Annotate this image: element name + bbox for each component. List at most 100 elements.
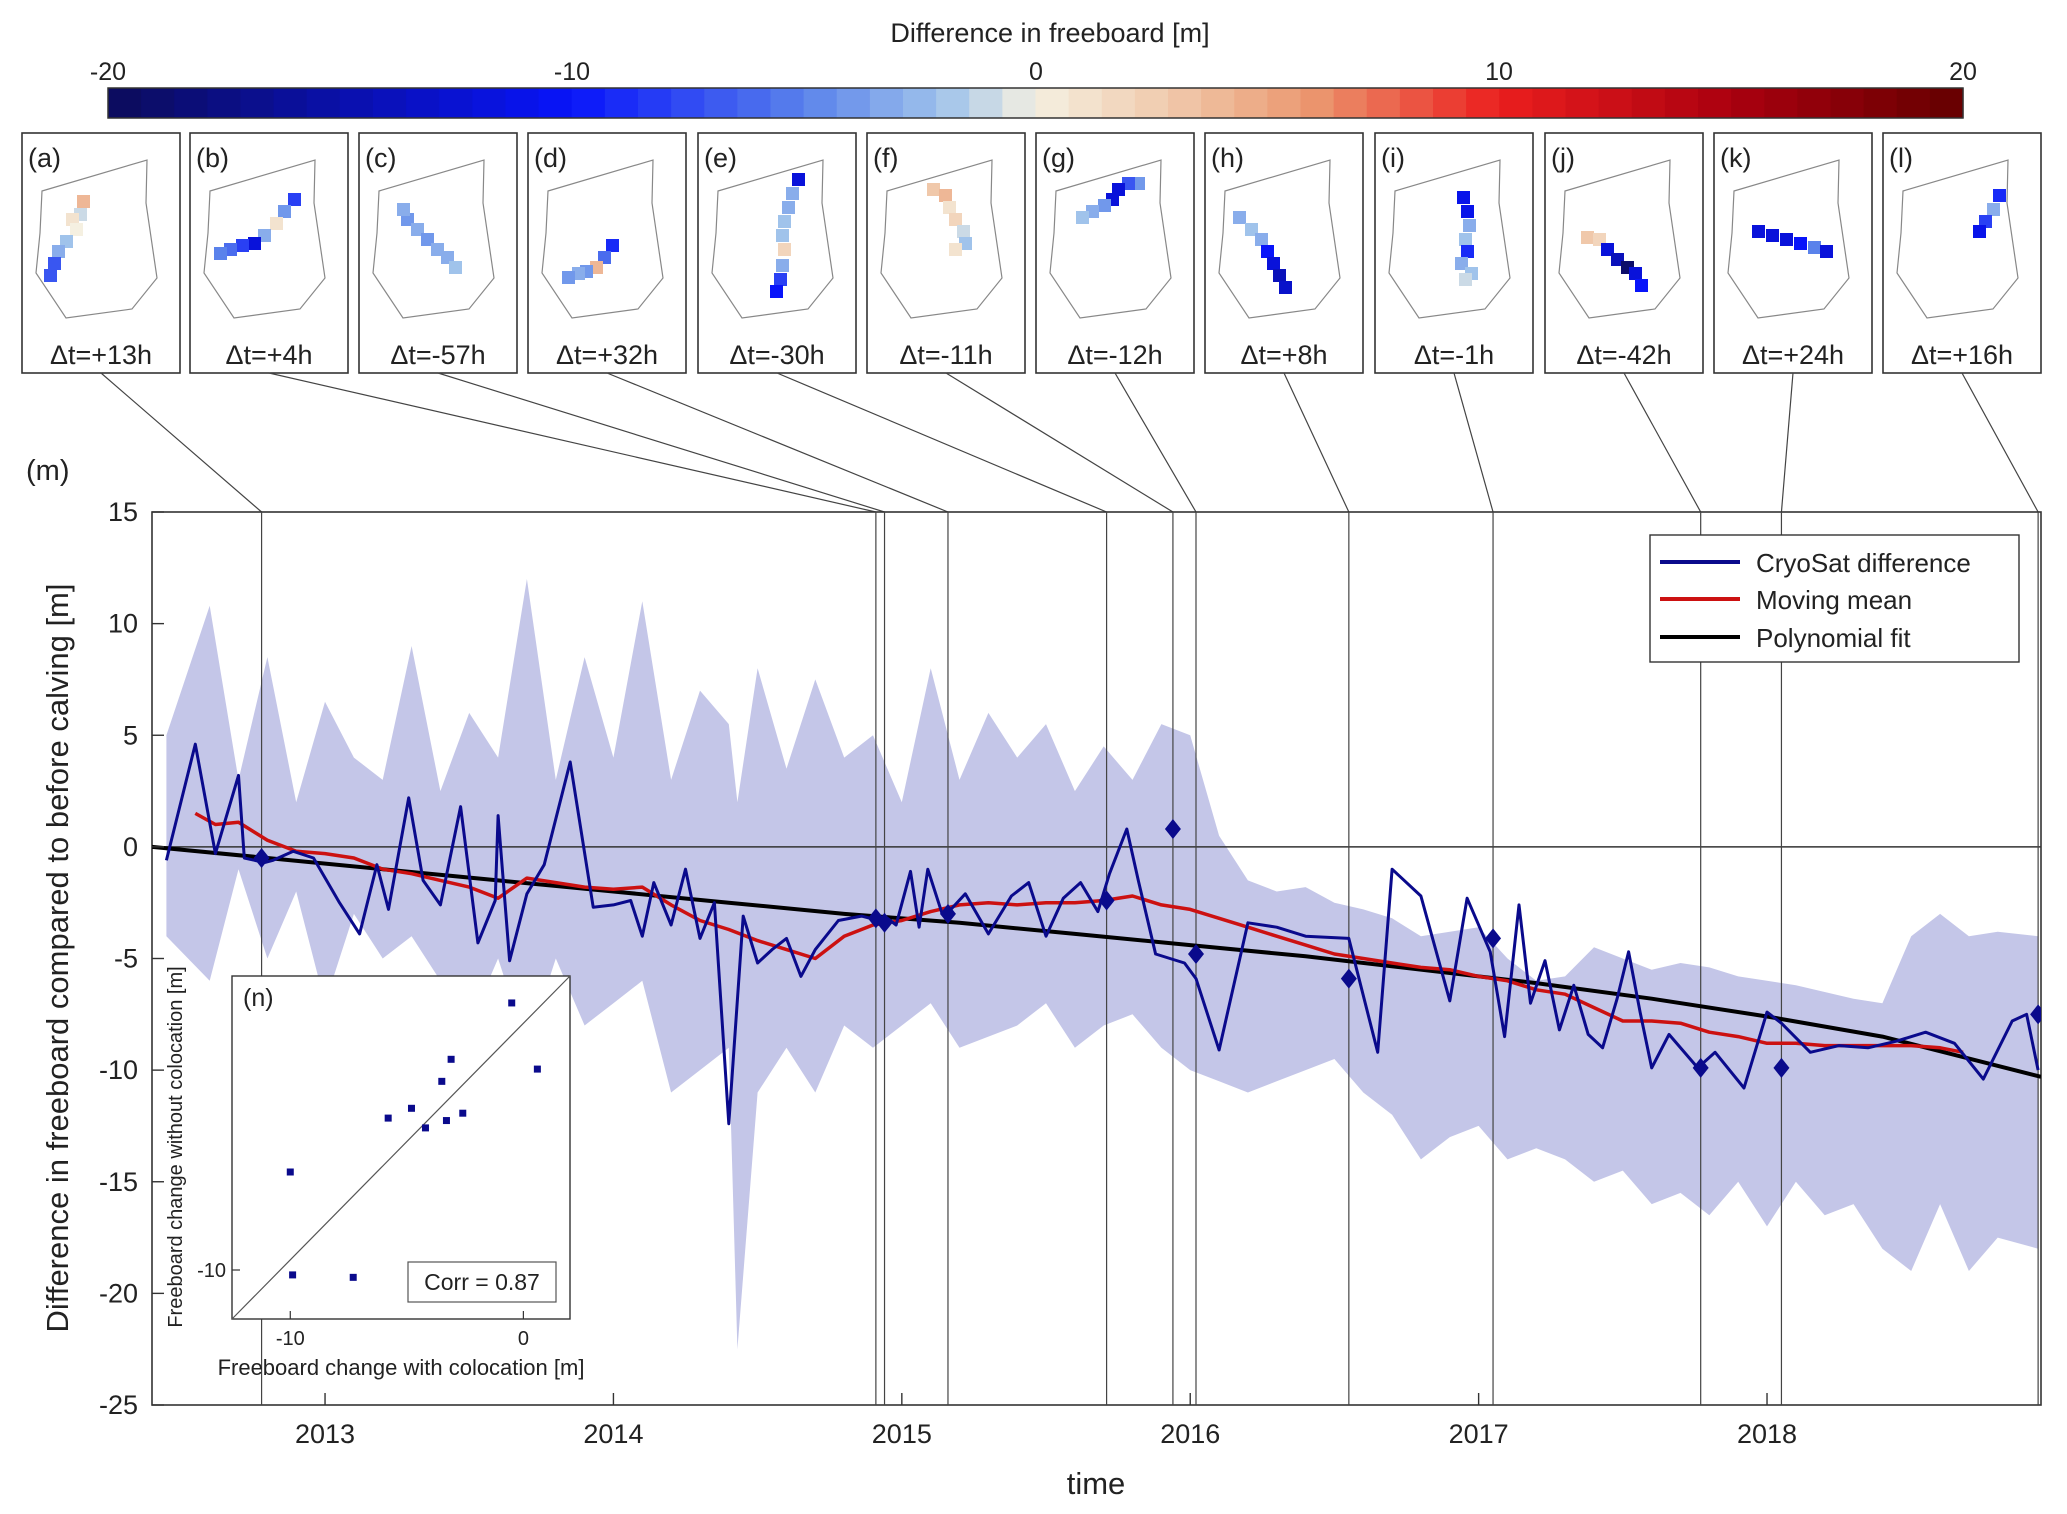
freeboard-pixel: [1455, 257, 1468, 270]
colorbar-cell: [1863, 88, 1898, 118]
x-axis-label: time: [1067, 1466, 1126, 1501]
freeboard-pixel: [431, 243, 444, 256]
colorbar-cell: [671, 88, 705, 118]
colorbar-cell: [638, 88, 672, 118]
colorbar-cell: [1366, 88, 1401, 118]
colorbar-cell: [869, 88, 904, 118]
inset-ticks: -10 0 -10: [197, 1260, 529, 1350]
colorbar-cell: [240, 88, 275, 118]
colorbar-cell: [306, 88, 341, 118]
freeboard-pixel: [792, 173, 805, 186]
freeboard-pixel: [1461, 205, 1474, 218]
series-moving-mean: [194, 811, 1964, 1055]
map-panel: (k) Δt=+24h: [1713, 132, 1873, 374]
colorbar-cell: [1234, 88, 1268, 118]
freeboard-pixel: [949, 213, 962, 226]
iceberg-outline: [711, 159, 834, 319]
x-tick-label: 2014: [583, 1419, 643, 1449]
event-marker: [1098, 890, 1115, 911]
colorbar-cell: [1168, 88, 1202, 118]
map-panel-label: (i): [1381, 143, 1405, 173]
freeboard-pixel: [441, 251, 454, 264]
freeboard-pixel: [927, 183, 940, 196]
map-panel: (d) Δt=+32h: [527, 132, 687, 374]
colorbar-cell: [969, 88, 1003, 118]
freeboard-pixel: [1261, 245, 1274, 258]
freeboard-pixel: [1255, 233, 1268, 246]
map-panel: (f) Δt=-11h: [866, 132, 1026, 374]
event-marker: [1340, 968, 1357, 989]
y-tick-label: -10: [99, 1055, 138, 1085]
map-panel-label: (k): [1720, 143, 1751, 173]
colorbar-cell: [439, 88, 473, 118]
freeboard-pixel: [1279, 281, 1292, 294]
event-marker: [1164, 819, 1181, 840]
map-panel: (c) Δt=-57h: [358, 132, 518, 374]
y-tick-label: -15: [99, 1167, 138, 1197]
freeboard-pixel: [1245, 223, 1258, 236]
freeboard-pixel: [1979, 215, 1992, 228]
freeboard-pixel: [44, 269, 57, 282]
colorbar-cell: [1134, 88, 1169, 118]
colorbar: Difference in freeboard [m] -20 -10 0 10…: [90, 18, 1977, 119]
map-panel-dt: Δt=-1h: [1414, 340, 1494, 370]
legend-label: Polynomial fit: [1756, 623, 1911, 653]
freeboard-pixel: [778, 243, 791, 256]
freeboard-pixel: [236, 239, 249, 252]
iceberg-outline: [1727, 159, 1850, 319]
x-tick-label: 2017: [1449, 1419, 1509, 1449]
freeboard-pixel: [1457, 191, 1470, 204]
inset-point: [407, 1104, 415, 1112]
connector-line: [1623, 372, 1702, 513]
colorbar-cell: [1764, 88, 1798, 118]
colorbar-cell: [1797, 88, 1832, 118]
freeboard-pixel: [1973, 225, 1986, 238]
colorbar-cell: [1201, 88, 1235, 118]
event-marker: [876, 912, 893, 933]
colorbar-tick-label: 20: [1949, 58, 1977, 86]
y-tick-label: 0: [123, 832, 138, 862]
map-panel: (b) Δt=+4h: [189, 132, 349, 374]
event-marker: [1485, 928, 1502, 949]
connector-line: [1453, 372, 1494, 513]
freeboard-pixel: [957, 225, 970, 238]
map-panel-dt: Δt=-30h: [729, 340, 824, 370]
map-panel: (e) Δt=-30h: [697, 132, 857, 374]
colorbar-cell: [1101, 88, 1136, 118]
map-panel-label: (e): [704, 143, 737, 173]
iceberg-outline: [1388, 159, 1511, 319]
freeboard-pixel: [776, 259, 789, 272]
legend: CryoSat difference Moving mean Polynomia…: [1649, 534, 2020, 663]
colorbar-frame: [107, 87, 1964, 119]
freeboard-pixel: [1076, 211, 1089, 224]
freeboard-pixel: [1794, 237, 1807, 250]
connector-line: [1283, 372, 1350, 513]
freeboard-pixel: [1808, 241, 1821, 254]
freeboard-pixel: [1267, 257, 1280, 270]
freeboard-pixel: [288, 193, 301, 206]
freeboard-pixel: [1635, 279, 1648, 292]
freeboard-pixel: [270, 217, 283, 230]
freeboard-pixel: [949, 243, 962, 256]
freeboard-pixel: [1593, 233, 1606, 246]
freeboard-pixel: [1601, 243, 1614, 256]
x-tick-label: 2013: [295, 1419, 355, 1449]
iceberg-outline: [1049, 159, 1172, 319]
map-panel: (l) Δt=+16h: [1882, 132, 2042, 374]
map-panel-label: (h): [1211, 143, 1244, 173]
legend-label: Moving mean: [1756, 585, 1912, 615]
correlation-box: [407, 1261, 557, 1303]
x-tick-label: 2016: [1160, 1419, 1220, 1449]
colorbar-cell: [273, 88, 308, 118]
colorbar-cell: [505, 88, 540, 118]
freeboard-pixel: [590, 261, 603, 274]
freeboard-pixel: [943, 201, 956, 214]
map-panel-dt: Δt=+32h: [556, 340, 658, 370]
freeboard-pixel: [776, 229, 789, 242]
colorbar-cell: [571, 88, 606, 118]
inset-point: [459, 1109, 467, 1117]
connector-line: [1780, 372, 1794, 513]
map-panel-label: (d): [534, 143, 567, 173]
iceberg-outline: [880, 159, 1003, 319]
freeboard-pixel: [1766, 229, 1779, 242]
